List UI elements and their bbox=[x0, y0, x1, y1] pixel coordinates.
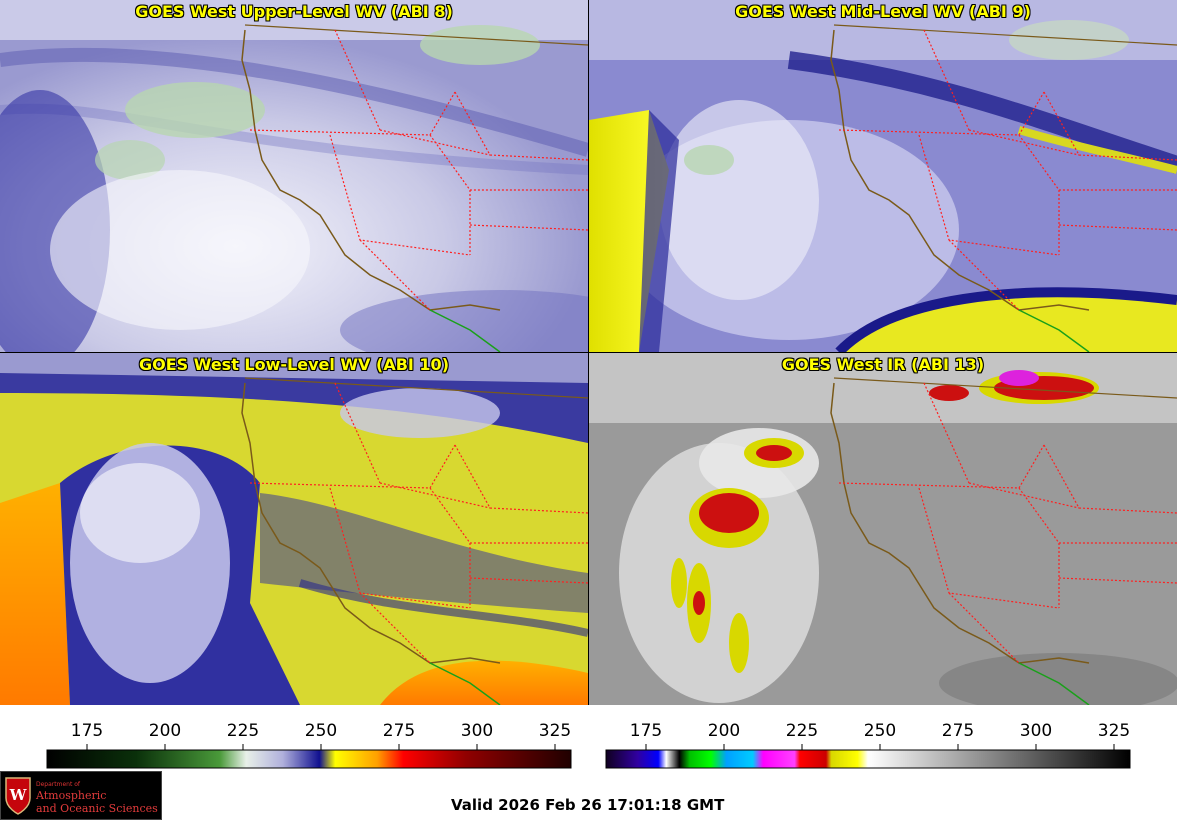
ir-colorbar-tick-label: 250 bbox=[864, 721, 896, 741]
logo-line-atmospheric: Atmospheric bbox=[36, 789, 107, 802]
wv-colorbar-tick-label: 300 bbox=[461, 721, 493, 741]
panel-title-ir: GOES West IR (ABI 13) bbox=[781, 355, 985, 374]
panel-title-mid-wv: GOES West Mid-Level WV (ABI 9) bbox=[735, 2, 1031, 21]
logo-department-label: Department of bbox=[36, 781, 80, 788]
ir-imagery bbox=[589, 353, 1177, 705]
mid-wv-imagery bbox=[589, 0, 1177, 352]
panel-ir: GOES West IR (ABI 13) bbox=[589, 353, 1177, 705]
panel-divider-horizontal bbox=[0, 352, 1177, 353]
uw-shield-icon: W bbox=[5, 777, 31, 815]
panel-upper-level-wv: GOES West Upper-Level WV (ABI 8) bbox=[0, 0, 588, 352]
wv-colorbar-tick-label: 250 bbox=[305, 721, 337, 741]
ir-colorbar-tick-label: 325 bbox=[1098, 721, 1130, 741]
upper-wv-imagery bbox=[0, 0, 588, 352]
wv-colorbar-tick-label: 175 bbox=[71, 721, 103, 741]
aos-logo: W Department of Atmospheric and Oceanic … bbox=[0, 771, 162, 820]
panel-title-low-wv: GOES West Low-Level WV (ABI 10) bbox=[138, 355, 449, 374]
panel-low-level-wv: GOES West Low-Level WV (ABI 10) bbox=[0, 353, 588, 705]
wv-colorbar-tick-label: 225 bbox=[227, 721, 259, 741]
ir-colorbar-tick-label: 175 bbox=[630, 721, 662, 741]
panel-mid-level-wv: GOES West Mid-Level WV (ABI 9) bbox=[589, 0, 1177, 352]
logo-line-oceanic: and Oceanic Sciences bbox=[36, 802, 158, 815]
wv-colorbar-tick-label: 275 bbox=[383, 721, 415, 741]
colorbar-wv-graphic: 175 200 225 250 275 300 325 bbox=[46, 721, 572, 769]
panel-title-upper-wv: GOES West Upper-Level WV (ABI 8) bbox=[135, 2, 453, 21]
wv-colorbar-tick-label: 200 bbox=[149, 721, 181, 741]
colorbar-ir-graphic: 175 200 225 250 275 300 325 bbox=[605, 721, 1131, 769]
ir-colorbar-tick-label: 275 bbox=[942, 721, 974, 741]
low-wv-imagery bbox=[0, 353, 588, 705]
colorbar-ir: 175 200 225 250 275 300 325 bbox=[589, 705, 1177, 769]
shield-letter: W bbox=[9, 786, 28, 804]
wv-colorbar-tick-label: 325 bbox=[539, 721, 571, 741]
ir-colorbar-tick-label: 200 bbox=[708, 721, 740, 741]
ir-colorbar-tick-label: 300 bbox=[1020, 721, 1052, 741]
colorbar-wv: 175 200 225 250 275 300 325 bbox=[0, 705, 589, 769]
ir-colorbar-tick-label: 225 bbox=[786, 721, 818, 741]
valid-time-label: Valid 2026 Feb 26 17:01:18 GMT bbox=[451, 796, 725, 814]
